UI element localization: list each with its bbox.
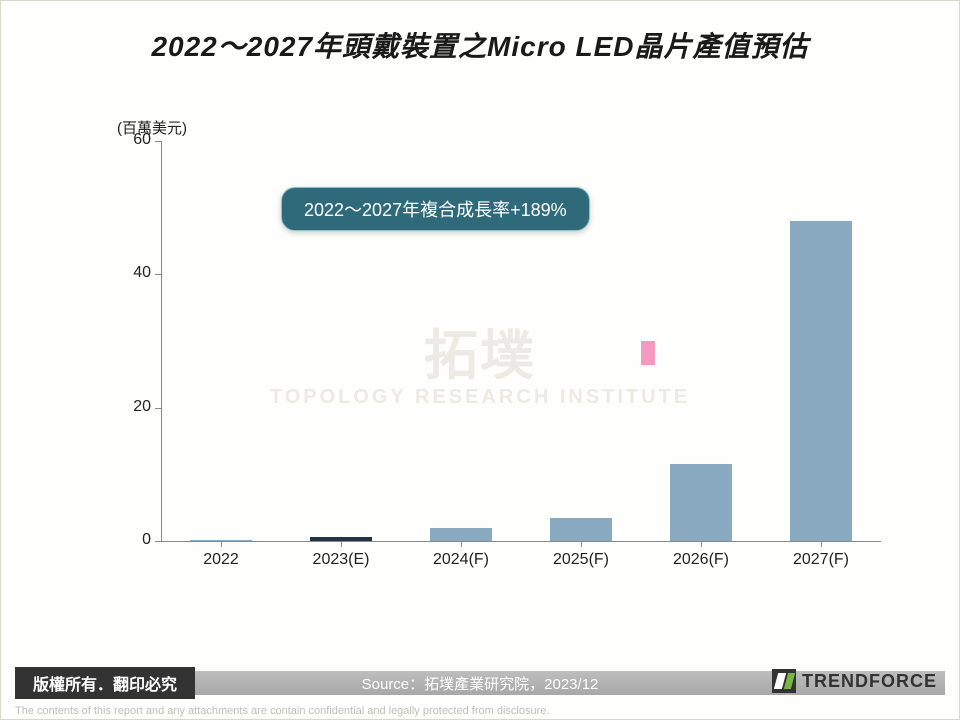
y-tick-label: 40: [111, 264, 151, 282]
bar: [430, 528, 492, 541]
y-axis-line: [161, 141, 162, 541]
watermark-big: 拓墣: [270, 311, 690, 390]
y-tick: [155, 274, 161, 275]
y-tick: [155, 408, 161, 409]
y-tick-label: 60: [111, 131, 151, 149]
x-tick-label: 2025(F): [553, 551, 609, 569]
bar: [550, 518, 612, 541]
watermark-pink-accent: [641, 341, 655, 365]
x-tick: [581, 541, 582, 547]
trendforce-logo-icon: [772, 669, 796, 693]
watermark: 拓墣 TOPOLOGY RESEARCH INSTITUTE: [270, 311, 690, 409]
cagr-callout: 2022～2027年複合成長率+189%: [281, 187, 590, 231]
bar: [790, 221, 852, 541]
x-tick: [221, 541, 222, 547]
x-tick: [461, 541, 462, 547]
x-tick: [701, 541, 702, 547]
x-tick-label: 2024(F): [433, 551, 489, 569]
trendforce-logo: TRENDFORCE: [772, 669, 937, 693]
chart-title: 2022～2027年頭戴裝置之Micro LED晶片產值預估: [1, 25, 959, 65]
x-axis-line: [161, 541, 881, 542]
disclaimer-text: The contents of this report and any atta…: [15, 705, 549, 717]
y-tick-label: 20: [111, 398, 151, 416]
y-tick: [155, 541, 161, 542]
watermark-sub: TOPOLOGY RESEARCH INSTITUTE: [270, 386, 690, 409]
trendforce-logo-text: TRENDFORCE: [802, 671, 937, 692]
x-tick-label: 2023(E): [313, 551, 370, 569]
y-tick: [155, 141, 161, 142]
y-tick-label: 0: [111, 531, 151, 549]
x-tick-label: 2026(F): [673, 551, 729, 569]
bar: [670, 464, 732, 541]
x-tick-label: 2022: [203, 551, 239, 569]
x-tick: [821, 541, 822, 547]
footer: 版權所有．翻印必究 Source：拓墣產業研究院，2023/12 TRENDFO…: [1, 671, 959, 701]
page-root: 2022～2027年頭戴裝置之Micro LED晶片產值預估 拓墣 TOPOLO…: [0, 0, 960, 720]
x-tick: [341, 541, 342, 547]
x-tick-label: 2027(F): [793, 551, 849, 569]
